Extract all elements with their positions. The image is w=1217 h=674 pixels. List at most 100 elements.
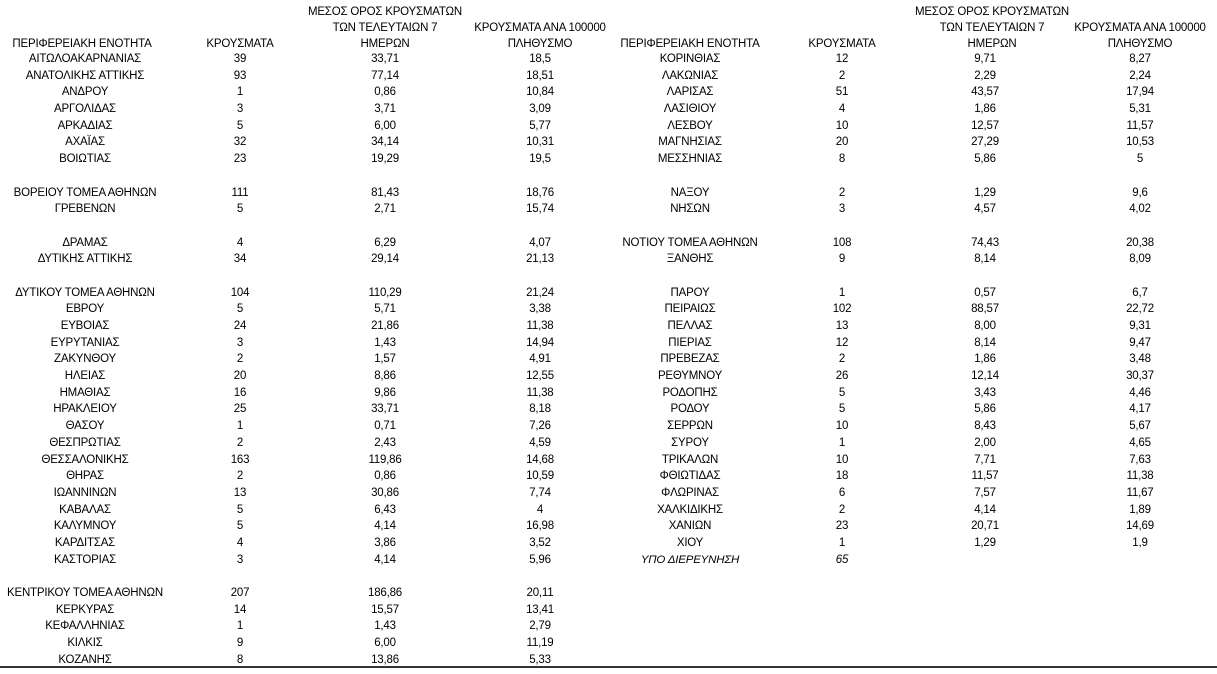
bottom-rule <box>0 666 1217 668</box>
region-name: ΚΑΡΔΙΤΣΑΣ <box>54 537 116 549</box>
cell-value: 6,29 <box>374 236 396 249</box>
cell-value: 8,09 <box>1129 253 1151 266</box>
region-name: ΕΥΒΟΙΑΣ <box>60 320 110 333</box>
region-name: ΝΟΤΙΟΥ ΤΟΜΕΑ ΑΘΗΝΩΝ <box>622 236 758 249</box>
cell-value: 8 <box>236 653 244 666</box>
cell-value: 12 <box>835 53 849 65</box>
column-header: ΗΜΕΡΩΝ <box>967 38 1017 50</box>
cell-value: 207 <box>230 587 250 600</box>
cell-value: 3 <box>236 553 244 566</box>
region-name: ΛΑΣΙΘΙΟΥ <box>663 103 717 116</box>
cell-value: 6 <box>838 486 846 499</box>
cell-value: 1 <box>838 537 846 549</box>
cell-value: 5 <box>236 520 244 533</box>
region-name: ΠΡΕΒΕΖΑΣ <box>660 353 720 366</box>
region-name: ΕΥΡΥΤΑΝΙΑΣ <box>50 336 120 349</box>
cell-value: 9,71 <box>974 53 996 65</box>
cell-value: 11,67 <box>1126 486 1154 499</box>
cell-value: 18,76 <box>526 186 554 199</box>
cell-value: 4 <box>838 103 846 116</box>
cell-value: 18 <box>835 470 849 483</box>
cell-value: 1,9 <box>1132 537 1148 549</box>
cell-value: 13,86 <box>371 653 399 666</box>
cell-value: 108 <box>832 236 852 249</box>
cell-value: 24 <box>233 320 247 333</box>
cell-value: 5 <box>1136 153 1144 166</box>
region-name: ΘΗΡΑΣ <box>66 470 104 483</box>
region-name: ΔΥΤΙΚΟΥ ΤΟΜΕΑ ΑΘΗΝΩΝ <box>15 286 155 299</box>
cell-value: 81,43 <box>371 186 399 199</box>
cell-value: 2 <box>838 69 846 82</box>
cell-value: 15,57 <box>371 603 399 616</box>
cell-value: 9,31 <box>1129 320 1151 333</box>
cell-value: 3 <box>236 336 244 349</box>
column-header: ΠΛΗΘΥΣΜΟ <box>507 38 573 50</box>
cell-value: 11,38 <box>526 386 554 399</box>
cell-value: 5 <box>236 203 244 216</box>
cell-value: 3,43 <box>974 386 996 399</box>
column-header: ΚΡΟΥΣΜΑΤΑ ΑΝΑ 100000 <box>1074 22 1206 34</box>
cell-value: 6,7 <box>1132 286 1148 299</box>
cell-value: 8,14 <box>974 336 996 349</box>
region-name: ΚΟΖΑΝΗΣ <box>58 653 112 666</box>
cell-value: 9 <box>236 637 244 650</box>
cell-value: 10 <box>835 119 849 132</box>
cell-value: 12,57 <box>971 119 999 132</box>
region-name: ΠΑΡΟΥ <box>670 286 710 299</box>
cell-value: 19,29 <box>371 153 399 166</box>
cell-value: 2,29 <box>974 69 996 82</box>
cell-value: 3,71 <box>374 103 396 116</box>
region-name: ΓΡΕΒΕΝΩΝ <box>54 203 116 216</box>
cell-value: 2 <box>838 353 846 366</box>
region-name: ΣΥΡΟΥ <box>671 436 709 449</box>
cell-value: 20,38 <box>1126 236 1154 249</box>
column-header: ΜΕΣΟΣ ΟΡΟΣ ΚΡΟΥΣΜΑΤΩΝ <box>914 6 1070 18</box>
cell-value: 33,71 <box>371 53 399 65</box>
cell-value: 29,14 <box>371 253 399 266</box>
cell-value: 0,57 <box>974 286 996 299</box>
cell-value: 2 <box>236 470 244 483</box>
region-name: ΡΟΔΟΥ <box>670 403 710 416</box>
cell-value: 2 <box>236 436 244 449</box>
cell-value: 21,13 <box>526 253 554 266</box>
cell-value: 20 <box>233 370 247 383</box>
region-name: ΘΑΣΟΥ <box>65 420 105 433</box>
region-name: ΗΜΑΘΙΑΣ <box>59 386 111 399</box>
region-name: ΑΝΑΤΟΛΙΚΗΣ ΑΤΤΙΚΗΣ <box>25 69 145 82</box>
cell-value: 10,31 <box>526 136 554 149</box>
cell-value: 5 <box>838 386 846 399</box>
region-name: ΠΕΙΡΑΙΩΣ <box>664 303 716 316</box>
cell-value: 2 <box>236 353 244 366</box>
cell-value: 12,14 <box>971 370 999 383</box>
region-name: ΜΑΓΝΗΣΙΑΣ <box>658 136 722 149</box>
column-header: ΤΩΝ ΤΕΛΕΥΤΑΙΩΝ 7 <box>332 22 438 34</box>
region-name: ΛΕΣΒΟΥ <box>667 119 713 132</box>
cell-value: 3,86 <box>374 537 396 549</box>
cell-value: 3,48 <box>1129 353 1151 366</box>
cell-value: 7,63 <box>1129 453 1151 466</box>
cell-value: 9,47 <box>1129 336 1151 349</box>
cell-value: 77,14 <box>371 69 399 82</box>
region-name: ΥΠΟ ΔΙΕΡΕΥΝΗΣΗ <box>640 553 740 566</box>
cell-value: 4,02 <box>1129 203 1151 216</box>
cell-value: 10,53 <box>1126 136 1154 149</box>
cell-value: 2,00 <box>974 436 996 449</box>
cell-value: 13 <box>233 486 247 499</box>
cell-value: 23 <box>233 153 247 166</box>
cell-value: 1,86 <box>974 353 996 366</box>
cell-value: 119,86 <box>368 453 402 466</box>
cell-value: 20,71 <box>971 520 999 533</box>
cell-value: 20,11 <box>526 587 554 600</box>
cell-value: 74,43 <box>971 236 999 249</box>
region-name: ΞΑΝΘΗΣ <box>666 253 714 266</box>
cell-value: 10,59 <box>526 470 554 483</box>
cell-value: 8,00 <box>974 320 996 333</box>
cell-value: 186,86 <box>368 587 402 600</box>
cell-value: 6,00 <box>374 119 396 132</box>
cell-value: 4,14 <box>974 503 996 516</box>
cell-value: 11,19 <box>526 637 554 650</box>
region-name: ΦΛΩΡΙΝΑΣ <box>661 486 719 499</box>
cell-value: 4,57 <box>974 203 996 216</box>
column-header: ΠΕΡΙΦΕΡΕΙΑΚΗ ΕΝΟΤΗΤΑ <box>12 38 152 50</box>
